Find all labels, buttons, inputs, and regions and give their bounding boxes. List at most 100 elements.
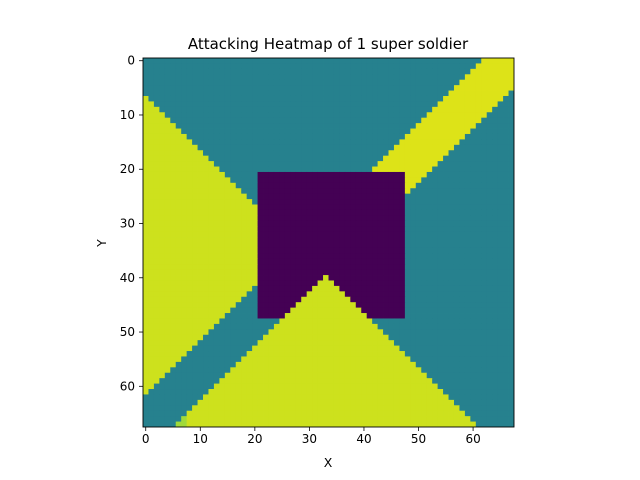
heatmap-cell bbox=[208, 296, 215, 303]
heatmap-cell bbox=[366, 209, 373, 216]
heatmap-cell bbox=[295, 209, 302, 216]
heatmap-cell bbox=[410, 242, 417, 249]
heatmap-cell bbox=[323, 63, 329, 70]
heatmap-cell bbox=[486, 383, 493, 390]
heatmap-cell bbox=[181, 133, 188, 140]
heatmap-cell bbox=[383, 351, 389, 357]
heatmap-cell bbox=[459, 188, 466, 195]
heatmap-cell bbox=[317, 372, 324, 379]
heatmap-cell bbox=[301, 280, 308, 287]
heatmap-cell bbox=[213, 95, 220, 102]
heatmap-cell bbox=[453, 101, 460, 108]
heatmap-cell bbox=[170, 226, 177, 233]
heatmap-cell bbox=[372, 296, 379, 303]
heatmap-cell bbox=[328, 269, 335, 276]
heatmap-cell bbox=[284, 79, 291, 86]
heatmap-cell bbox=[230, 150, 237, 157]
heatmap-cell bbox=[208, 247, 215, 254]
heatmap-cell bbox=[344, 161, 351, 167]
heatmap-cell bbox=[208, 280, 215, 287]
heatmap-cell bbox=[230, 63, 237, 70]
heatmap-cell bbox=[257, 296, 264, 303]
heatmap-cell bbox=[448, 367, 455, 374]
heatmap-cell bbox=[230, 394, 237, 401]
heatmap-cell bbox=[186, 150, 193, 157]
heatmap-cell bbox=[143, 394, 149, 401]
heatmap-cell bbox=[181, 345, 188, 352]
heatmap-cell bbox=[284, 95, 291, 102]
heatmap-cell bbox=[241, 383, 248, 390]
heatmap-cell bbox=[159, 247, 166, 254]
heatmap-cell bbox=[443, 123, 449, 129]
heatmap-cell bbox=[268, 410, 275, 417]
heatmap-cell bbox=[170, 389, 177, 395]
heatmap-cell bbox=[257, 128, 264, 135]
heatmap-cell bbox=[377, 155, 384, 162]
heatmap-cell bbox=[203, 139, 209, 146]
heatmap-cell bbox=[208, 182, 215, 189]
heatmap-cell bbox=[344, 220, 351, 227]
heatmap-cell bbox=[213, 242, 220, 249]
heatmap-cell bbox=[290, 323, 297, 330]
heatmap-cell bbox=[437, 313, 444, 319]
heatmap-cell bbox=[383, 405, 389, 412]
heatmap-cell bbox=[503, 421, 509, 427]
heatmap-cell bbox=[464, 123, 471, 129]
heatmap-cell bbox=[366, 161, 373, 167]
heatmap-cell bbox=[323, 340, 329, 347]
heatmap-cell bbox=[284, 318, 291, 325]
heatmap-cell bbox=[350, 269, 357, 276]
heatmap-cell bbox=[203, 90, 209, 97]
heatmap-cell bbox=[219, 372, 226, 379]
heatmap-cell bbox=[415, 128, 422, 135]
heatmap-cell bbox=[464, 275, 471, 281]
heatmap-cell bbox=[415, 209, 422, 216]
heatmap-cell bbox=[399, 150, 406, 157]
heatmap-cell bbox=[268, 123, 275, 129]
heatmap-cell bbox=[192, 372, 198, 379]
heatmap-cell bbox=[290, 171, 297, 178]
heatmap-cell bbox=[290, 155, 297, 162]
heatmap-cell bbox=[344, 307, 351, 314]
heatmap-cell bbox=[393, 399, 400, 406]
heatmap-cell bbox=[361, 334, 368, 341]
heatmap-cell bbox=[268, 171, 275, 178]
heatmap-cell bbox=[257, 356, 264, 363]
heatmap-cell bbox=[170, 285, 177, 292]
heatmap-cell bbox=[508, 291, 514, 298]
heatmap-cell bbox=[203, 215, 209, 222]
heatmap-cell bbox=[186, 351, 193, 357]
heatmap-cell bbox=[361, 182, 368, 189]
heatmap-cell bbox=[186, 237, 193, 243]
heatmap-cell bbox=[361, 264, 368, 271]
heatmap-cell bbox=[492, 394, 499, 401]
heatmap-cell bbox=[372, 237, 379, 243]
heatmap-cell bbox=[181, 275, 188, 281]
heatmap-cell bbox=[372, 302, 379, 309]
heatmap-cell bbox=[355, 291, 362, 298]
heatmap-cell bbox=[290, 112, 297, 119]
heatmap-cell bbox=[230, 291, 237, 298]
heatmap-cell bbox=[404, 161, 411, 167]
heatmap-cell bbox=[404, 231, 411, 238]
heatmap-cell bbox=[339, 361, 346, 368]
heatmap-cell bbox=[181, 247, 188, 254]
heatmap-cell bbox=[181, 166, 188, 173]
heatmap-cell bbox=[497, 166, 504, 173]
heatmap-cell bbox=[410, 101, 417, 108]
heatmap-cell bbox=[333, 133, 340, 140]
heatmap-cell bbox=[443, 199, 449, 205]
heatmap-cell bbox=[263, 302, 269, 309]
heatmap-cell bbox=[366, 150, 373, 157]
heatmap-cell bbox=[497, 95, 504, 102]
heatmap-cell bbox=[273, 280, 280, 287]
heatmap-cell bbox=[492, 285, 499, 292]
heatmap-cell bbox=[301, 161, 308, 167]
heatmap-cell bbox=[415, 215, 422, 222]
heatmap-cell bbox=[366, 410, 373, 417]
heatmap-cell bbox=[230, 269, 237, 276]
heatmap-cell bbox=[192, 155, 198, 162]
heatmap-cell bbox=[252, 264, 258, 271]
heatmap-cell bbox=[415, 264, 422, 271]
heatmap-cell bbox=[263, 296, 269, 303]
